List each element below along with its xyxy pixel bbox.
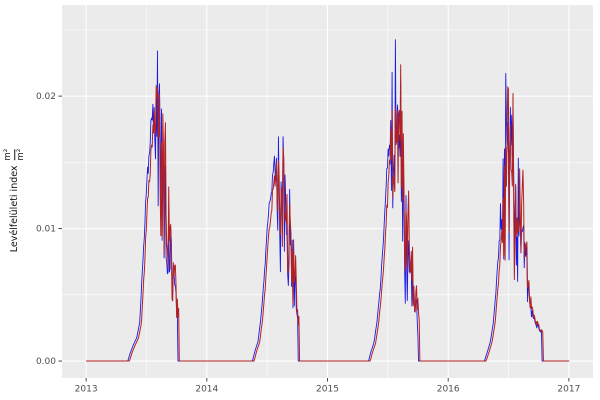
x-tick-label: 2013 bbox=[75, 385, 98, 395]
x-tick-label: 2017 bbox=[557, 385, 580, 395]
y-tick-label: 0.01 bbox=[36, 225, 56, 235]
y-tick-label: 0.02 bbox=[36, 92, 56, 102]
x-tick-label: 2015 bbox=[316, 385, 339, 395]
y-tick-label: 0.00 bbox=[36, 357, 56, 367]
x-tick-label: 2014 bbox=[195, 385, 218, 395]
line-series-red bbox=[86, 64, 570, 362]
x-tick-label: 2016 bbox=[437, 385, 460, 395]
